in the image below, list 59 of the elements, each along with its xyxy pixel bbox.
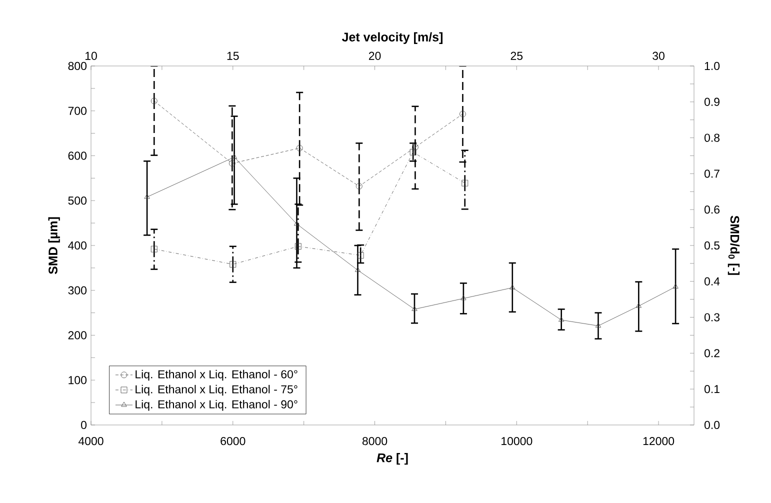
point — [230, 261, 236, 268]
x2-tick-label: 25 — [510, 52, 523, 60]
legend-label: Liq. Ethanol x Liq. Ethanol - 90° — [136, 400, 298, 411]
point — [510, 284, 516, 290]
point — [354, 266, 361, 272]
y2-tick-label: 0.5 — [704, 241, 720, 250]
point — [672, 284, 678, 288]
point — [144, 194, 150, 199]
y2-tick-label: 0.9 — [704, 98, 720, 106]
x-tick-label: 8000 — [362, 437, 388, 446]
y2-tick-label: 0.3 — [704, 313, 720, 322]
x2-tick-label: 30 — [652, 52, 664, 60]
x-tick-label: 4000 — [78, 437, 104, 446]
x2-axis-title: Jet velocity [m/s] — [342, 32, 442, 44]
y-tick-label: 600 — [68, 152, 87, 160]
y2-tick-label: 0.4 — [704, 277, 720, 286]
y2-tick-label: 1.0 — [704, 62, 720, 70]
x2-tick-label: 20 — [368, 52, 381, 60]
y2-tick-label: 0.8 — [704, 134, 720, 142]
y-tick-label: 0 — [81, 420, 87, 430]
point — [410, 148, 416, 156]
y2-tick-label: 0.7 — [704, 170, 720, 178]
y2-tick-label: 0.0 — [704, 420, 720, 430]
x-tick-label: 6000 — [220, 437, 246, 446]
x2-tick-label: 10 — [85, 52, 97, 60]
y-tick-label: 400 — [68, 241, 87, 250]
point — [294, 243, 302, 250]
y-tick-label: 200 — [68, 331, 87, 340]
y-tick-label: 500 — [68, 196, 87, 205]
point — [460, 295, 466, 300]
y-axis-title: SMD [µm] — [48, 217, 60, 274]
point — [296, 144, 303, 152]
y2-tick-label: 0.6 — [704, 206, 720, 214]
point — [558, 316, 564, 322]
point — [150, 246, 158, 252]
legend-label: Liq. Ethanol x Liq. Ethanol - 75° — [136, 384, 298, 396]
y2-tick-label: 0.1 — [704, 385, 720, 394]
point — [228, 160, 236, 167]
x2-tick-label: 15 — [227, 52, 239, 60]
point — [356, 183, 362, 190]
y-tick-label: 800 — [68, 62, 87, 70]
x-axis-title: Re [-] — [376, 453, 408, 465]
point — [636, 302, 642, 308]
point — [232, 154, 238, 159]
point — [294, 220, 300, 226]
point — [460, 110, 466, 118]
y-tick-label: 700 — [68, 106, 87, 115]
y-tick-label: 300 — [68, 286, 87, 294]
point — [595, 322, 602, 328]
point — [357, 252, 364, 259]
x-tick-label: 12000 — [643, 437, 674, 446]
point — [462, 180, 468, 186]
point — [412, 306, 418, 311]
y2-axis-title: SMD/d$_{0}$ [-] — [728, 216, 740, 275]
legend-label: Liq. Ethanol x Liq. Ethanol - 60° — [136, 370, 298, 381]
y2-tick-label: 0.2 — [704, 349, 720, 358]
point — [150, 98, 158, 104]
x-tick-label: 10000 — [502, 437, 532, 446]
y-tick-label: 100 — [68, 376, 87, 384]
